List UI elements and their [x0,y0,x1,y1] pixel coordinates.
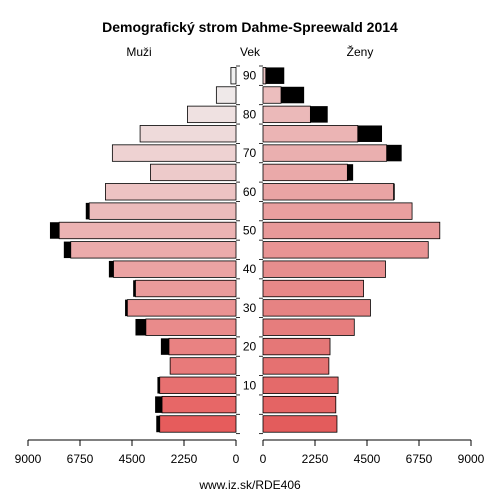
excess-male-50-54 [49,222,60,239]
bar-female-75-79 [262,125,359,143]
x-tick-label-female: 6750 [406,452,433,466]
age-tick-label: 70 [243,146,257,160]
bar-female-85-89 [262,86,282,104]
x-tick-label-male: 0 [233,452,240,466]
age-tick-label: 30 [243,301,257,315]
excess-male-20-24 [160,338,169,355]
x-tick-label-male: 4500 [119,452,146,466]
female-bars [262,67,441,433]
bar-female-15-19 [262,357,330,375]
male-bars [49,67,237,433]
bar-female-35-39 [262,279,364,298]
x-tick-label-male: 6750 [67,452,94,466]
x-axis-male: 9000 6750 4500 2250 0 [15,439,240,466]
bar-female-40-44 [262,260,386,278]
excess-male-0-4 [156,415,160,433]
x-tick-label-male: 2250 [171,452,198,466]
excess-female-80-84 [310,106,328,123]
bar-male-60-64 [105,183,237,201]
bar-male-20-24 [168,337,237,356]
age-tick-label: 10 [243,378,257,392]
x-tick-label-female: 0 [260,452,267,466]
bar-male-10-14 [159,376,237,394]
bar-female-5-9 [262,395,337,414]
excess-male-40-44 [108,260,114,278]
bar-male-0-4 [159,415,237,433]
age-tick-label: 90 [243,69,257,83]
age-tick-label: 20 [243,340,257,354]
excess-male-30-34 [125,299,128,317]
excess-male-35-39 [133,280,136,297]
footer-source: www.iz.sk/RDE406 [198,478,301,492]
bar-female-10-14 [262,376,339,394]
bar-male-35-39 [135,279,237,298]
bar-male-15-19 [169,357,237,375]
excess-male-25-29 [135,318,146,336]
excess-male-45-49 [63,241,71,259]
x-tick-label-male: 9000 [15,452,42,466]
bar-male-85-89 [215,86,237,104]
bar-male-45-49 [70,241,237,259]
bar-male-65-69 [150,163,237,182]
excess-male-10-14 [157,377,160,394]
x-tick-label-female: 2250 [302,452,329,466]
bar-female-80-84 [262,105,311,124]
bar-female-25-29 [262,318,355,336]
excess-male-5-9 [155,396,163,413]
bar-female-55-59 [262,202,413,220]
excess-female-85-89 [281,86,305,104]
bar-male-75-79 [139,125,237,143]
bar-male-40-44 [113,260,237,278]
bar-male-25-29 [145,318,237,336]
female-label: Ženy [347,44,374,59]
age-tick-label: 60 [243,185,257,199]
bar-male-70-74 [111,144,237,162]
age-tick-label: 40 [243,262,257,276]
bar-male-55-59 [88,202,237,220]
bar-female-65-69 [262,163,348,182]
age-tick-label: 50 [243,223,257,237]
chart-title: Demografický strom Dahme-Spreewald 2014 [102,19,398,35]
age-tick-label: 80 [243,107,257,121]
male-label: Muži [126,45,151,59]
x-tick-label-female: 9000 [458,452,485,466]
x-axis-female: 0 2250 4500 6750 9000 [260,439,485,466]
bar-female-60-64 [262,183,394,201]
excess-male-55-59 [85,202,90,220]
bar-female-90+ [262,67,267,85]
bar-female-70-74 [262,144,388,162]
bar-male-5-9 [161,395,237,414]
bar-male-30-34 [126,299,237,317]
excess-female-60-64 [393,183,395,201]
excess-female-90+ [265,67,285,84]
bar-male-90+ [230,67,237,85]
age-axis: 10 20 30 40 50 60 70 80 90 [236,65,263,435]
bar-female-20-24 [262,337,331,356]
bar-female-0-4 [262,415,338,433]
x-tick-label-female: 4500 [354,452,381,466]
bar-male-80-84 [187,105,237,124]
bar-female-45-49 [262,241,429,259]
excess-female-75-79 [357,125,383,142]
bar-female-30-34 [262,299,371,317]
bar-male-50-54 [58,221,237,240]
bar-female-50-54 [262,221,441,240]
excess-female-70-74 [386,144,402,162]
excess-female-65-69 [347,164,354,181]
age-axis-label: Vek [240,45,261,59]
